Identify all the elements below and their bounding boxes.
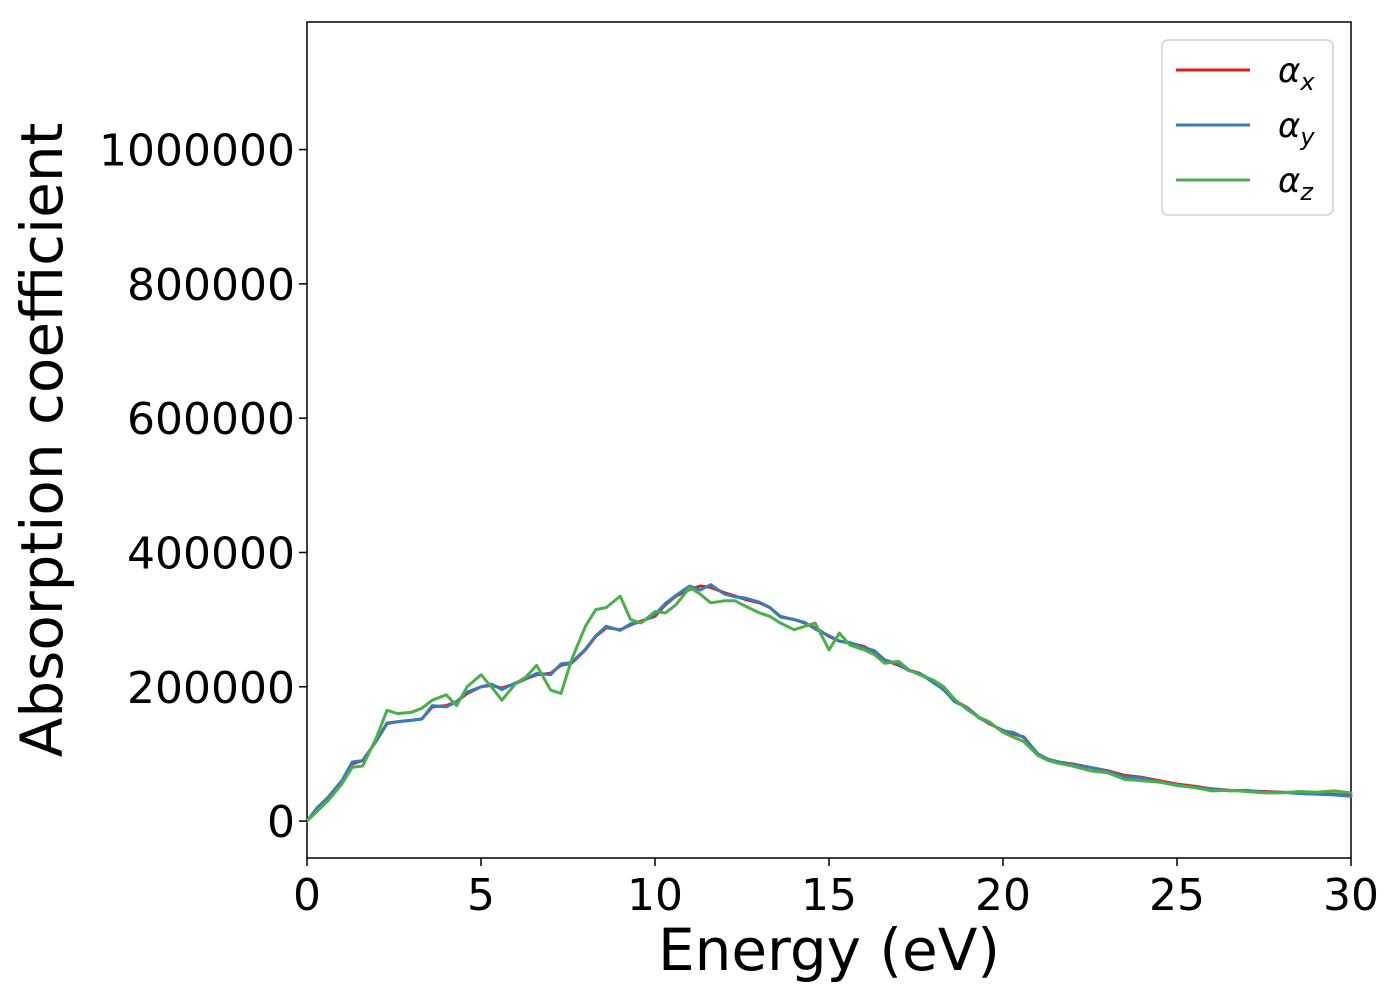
y-axis-label: Absorption coefficient — [8, 123, 76, 758]
x-tick-label: 0 — [293, 870, 321, 921]
x-tick-label: 30 — [1323, 870, 1379, 921]
y-tick-label: 1000000 — [99, 126, 295, 177]
x-tick-label: 5 — [467, 870, 495, 921]
y-tick-label: 600000 — [127, 394, 295, 445]
y-tick-label: 200000 — [127, 663, 295, 714]
x-tick-label: 15 — [801, 870, 857, 921]
y-tick-label: 400000 — [127, 528, 295, 579]
series-line-alpha-z — [305, 585, 1353, 823]
series-group — [305, 583, 1353, 823]
x-tick-label: 25 — [1149, 870, 1205, 921]
y-tick-label: 0 — [267, 797, 295, 848]
legend-box — [1161, 39, 1334, 216]
x-tick-label: 20 — [975, 870, 1031, 921]
x-axis-ticks: 0 5 10 15 20 25 30 — [293, 858, 1379, 921]
y-axis-ticks: 0 200000 400000 600000 800000 1000000 — [99, 126, 307, 848]
x-tick-label: 10 — [627, 870, 683, 921]
y-tick-label: 800000 — [127, 260, 295, 311]
x-axis-label: Energy (eV) — [658, 916, 1000, 984]
